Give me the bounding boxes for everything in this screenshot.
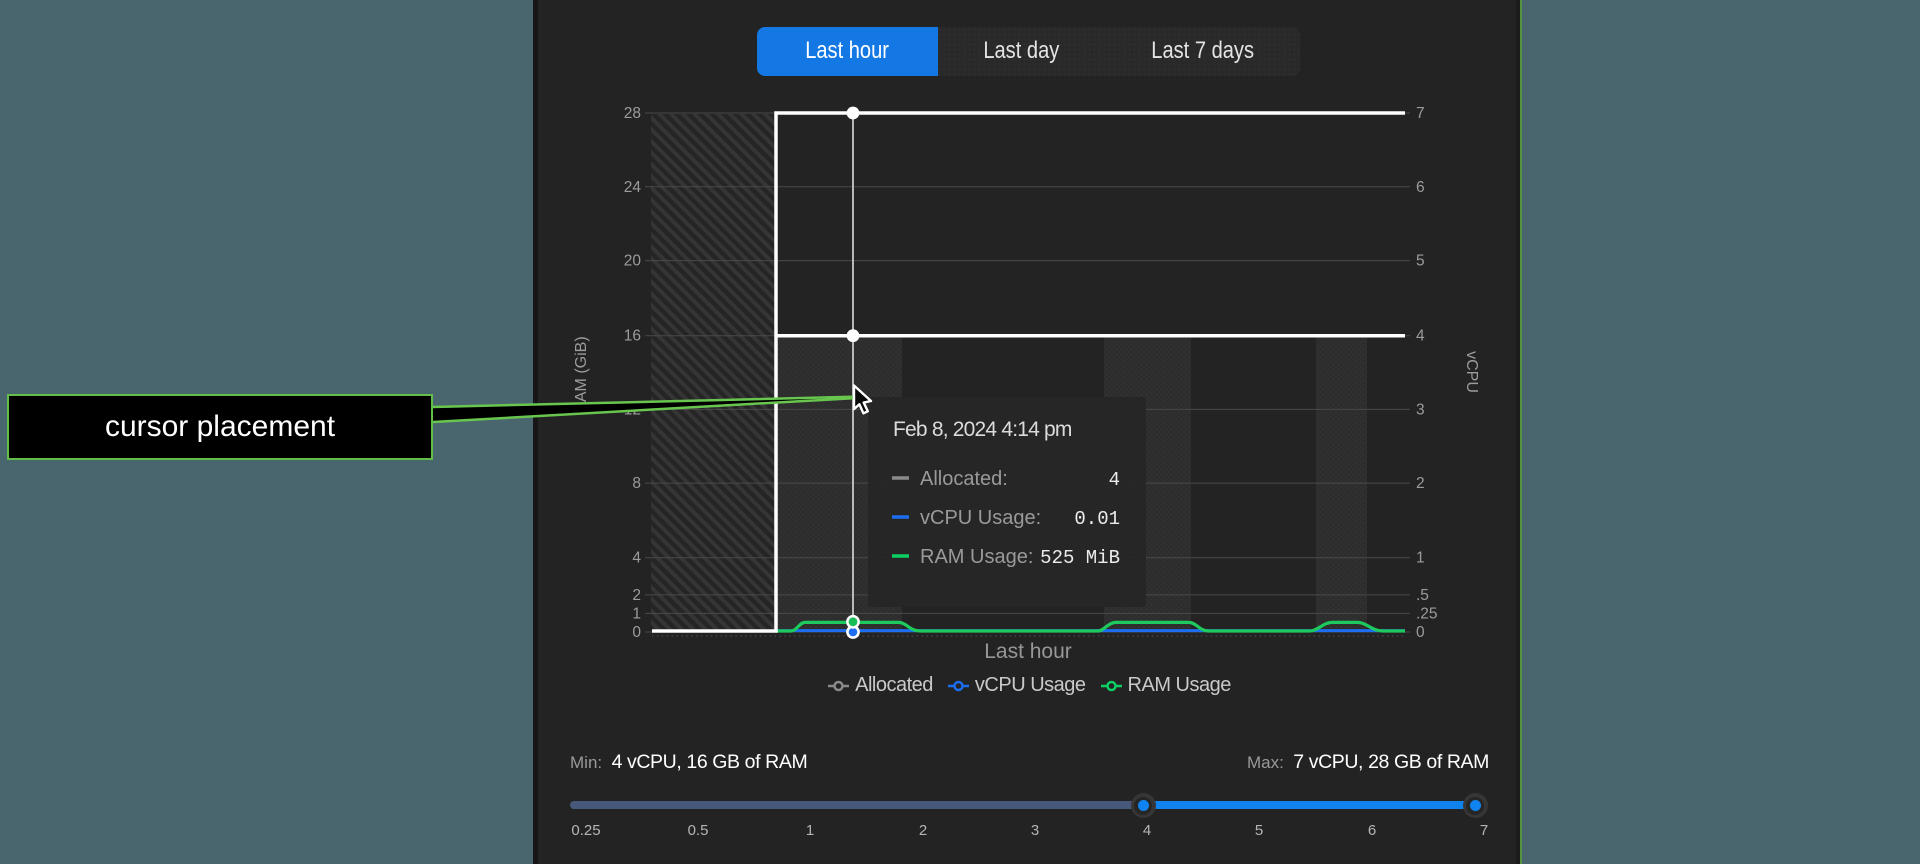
svg-text:4: 4 — [632, 550, 641, 567]
svg-text:5: 5 — [1416, 253, 1425, 270]
svg-text:RAM Usage:: RAM Usage: — [920, 546, 1033, 568]
svg-text:0: 0 — [1416, 624, 1425, 641]
svg-text:16: 16 — [624, 328, 641, 345]
svg-text:8: 8 — [632, 475, 641, 492]
svg-text:525 MiB: 525 MiB — [1040, 547, 1120, 569]
svg-text:20: 20 — [624, 253, 642, 270]
svg-text:1: 1 — [1416, 550, 1425, 567]
svg-text:Feb 8, 2024 4:14 pm: Feb 8, 2024 4:14 pm — [893, 418, 1072, 441]
svg-text:3: 3 — [1416, 401, 1425, 418]
svg-text:0.01: 0.01 — [1074, 508, 1120, 530]
svg-text:6: 6 — [1416, 179, 1425, 196]
svg-text:24: 24 — [624, 179, 642, 196]
svg-text:2: 2 — [1416, 475, 1425, 492]
svg-text:.25: .25 — [1416, 605, 1438, 622]
svg-text:vCPU: vCPU — [1463, 351, 1480, 393]
svg-text:RAM (GiB): RAM (GiB) — [573, 336, 590, 413]
svg-text:28: 28 — [624, 105, 641, 122]
svg-text:4: 4 — [1109, 469, 1120, 491]
svg-text:0: 0 — [632, 624, 641, 641]
svg-text:vCPU Usage:: vCPU Usage: — [920, 507, 1041, 529]
svg-text:7: 7 — [1416, 105, 1425, 122]
svg-text:1: 1 — [632, 605, 641, 622]
svg-text:Allocated:: Allocated: — [920, 468, 1008, 490]
svg-text:.5: .5 — [1416, 587, 1429, 604]
svg-text:4: 4 — [1416, 328, 1425, 345]
svg-text:2: 2 — [632, 587, 641, 604]
